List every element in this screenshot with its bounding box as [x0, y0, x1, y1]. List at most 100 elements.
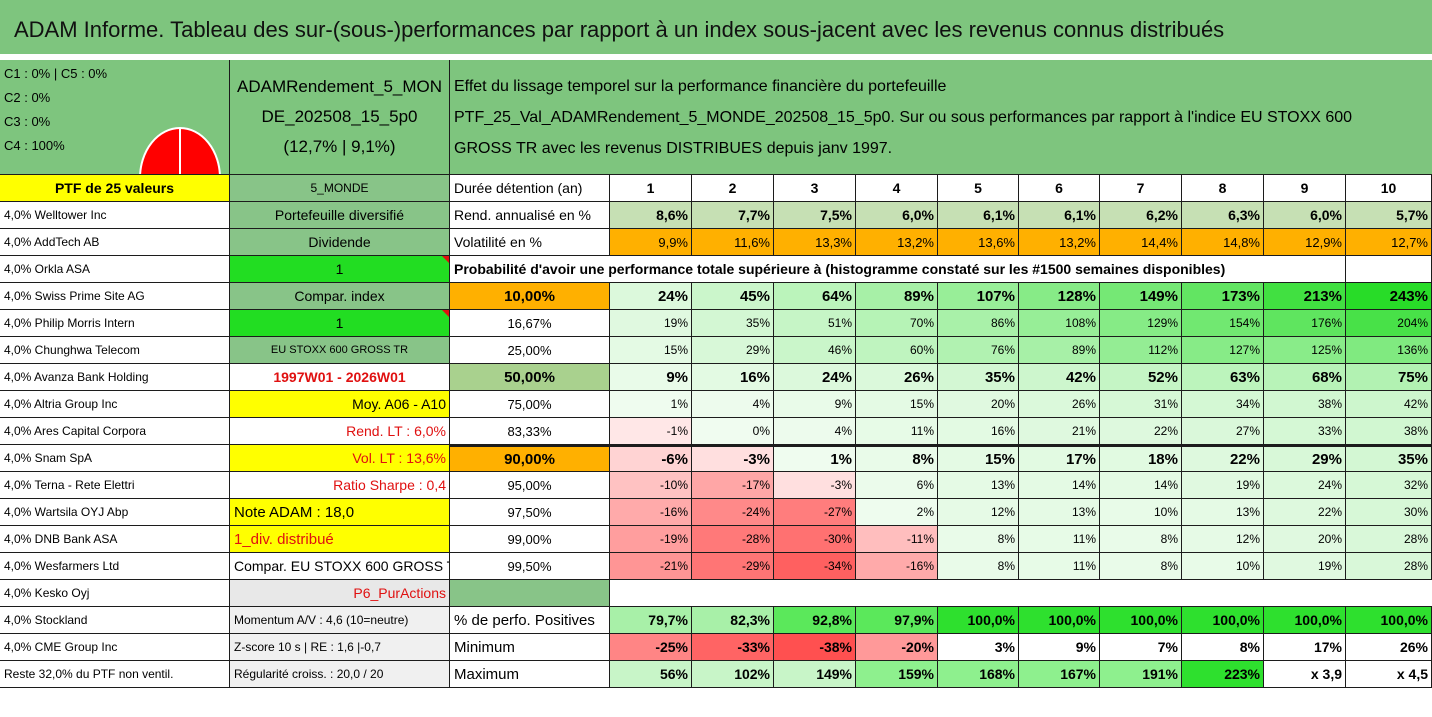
probability-cell: 136%	[1346, 337, 1432, 364]
year-header: 5	[938, 175, 1019, 202]
summary-cell: 100,0%	[1264, 607, 1346, 634]
compar-index-toggle[interactable]: 1	[230, 310, 450, 337]
ptf-count-label: PTF de 25 valeurs	[0, 175, 230, 202]
probability-cell: 1%	[774, 445, 856, 472]
probability-cell: 28%	[1346, 553, 1432, 580]
probability-cell: 26%	[1019, 391, 1100, 418]
probability-cell: 19%	[1182, 472, 1264, 499]
probability-cell: 213%	[1264, 283, 1346, 310]
summary-cell: -25%	[610, 634, 692, 661]
annual-return-label: Rend. annualisé en %	[450, 202, 610, 229]
volatility-value: 9,9%	[610, 229, 692, 256]
probability-level: 75,00%	[450, 391, 610, 418]
probability-cell: -17%	[692, 472, 774, 499]
probability-cell: -19%	[610, 526, 692, 553]
probability-cell: 26%	[856, 364, 938, 391]
period-label: 1997W01 - 2026W01	[230, 364, 450, 391]
probability-cell: -21%	[610, 553, 692, 580]
compar-index-label: Compar. index	[230, 283, 450, 310]
year-header: 2	[692, 175, 774, 202]
probability-level: 99,00%	[450, 526, 610, 553]
probability-cell: 0%	[692, 418, 774, 445]
dividend-toggle[interactable]: 1	[230, 256, 450, 283]
probability-cell: 129%	[1100, 310, 1182, 337]
description-box: Effet du lissage temporel sur la perform…	[450, 60, 1432, 175]
probability-cell: 86%	[938, 310, 1019, 337]
probability-cell: 6%	[856, 472, 938, 499]
probability-cell: 112%	[1100, 337, 1182, 364]
probability-cell: 9%	[774, 391, 856, 418]
summary-cell: 7%	[1100, 634, 1182, 661]
holding-duration-label: Durée détention (an)	[450, 175, 610, 202]
summary-cell: -33%	[692, 634, 774, 661]
volatility-value: 13,3%	[774, 229, 856, 256]
probability-cell: -11%	[856, 526, 938, 553]
volatility-value: 12,9%	[1264, 229, 1346, 256]
probability-cell: 46%	[774, 337, 856, 364]
probability-cell: -3%	[692, 445, 774, 472]
summary-cell: -20%	[856, 634, 938, 661]
note-adam-label: Note ADAM : 18,0	[230, 499, 450, 526]
probability-level: 50,00%	[450, 364, 610, 391]
probability-cell: 19%	[610, 310, 692, 337]
holding-row: 4,0% Wartsila OYJ Abp	[0, 499, 230, 526]
summary-cell: 102%	[692, 661, 774, 688]
probability-cell: 31%	[1100, 391, 1182, 418]
year-header: 6	[1019, 175, 1100, 202]
probability-cell: -28%	[692, 526, 774, 553]
summary-cell: 100,0%	[1346, 607, 1432, 634]
summary-cell: 9%	[1019, 634, 1100, 661]
volatility-value: 14,8%	[1182, 229, 1264, 256]
probability-cell: 35%	[938, 364, 1019, 391]
probability-cell: 60%	[856, 337, 938, 364]
probability-cell: 4%	[692, 391, 774, 418]
portfolio-title-line: ADAMRendement_5_MON	[236, 77, 443, 96]
probability-level: 25,00%	[450, 337, 610, 364]
probability-cell: -27%	[774, 499, 856, 526]
holding-row: 4,0% Orkla ASA	[0, 256, 230, 283]
summary-cell: 82,3%	[692, 607, 774, 634]
portfolio-name-box: ADAMRendement_5_MON DE_202508_15_5p0 (12,7…	[230, 60, 450, 175]
holding-row: Reste 32,0% du PTF non ventil.	[0, 661, 230, 688]
momentum-label: Momentum A/V : 4,6 (10=neutre)	[230, 607, 450, 634]
probability-cell: 10%	[1182, 553, 1264, 580]
probability-cell: 127%	[1182, 337, 1264, 364]
annual-return-value: 5,7%	[1346, 202, 1432, 229]
summary-cell: 79,7%	[610, 607, 692, 634]
regularite-label: Régularité croiss. : 20,0 / 20	[230, 661, 450, 688]
probability-cell: 12%	[938, 499, 1019, 526]
holding-row: 4,0% CME Group Inc	[0, 634, 230, 661]
summary-cell: 191%	[1100, 661, 1182, 688]
probability-cell: 35%	[692, 310, 774, 337]
pie-legend-item: C3 : 0%	[4, 114, 51, 129]
holding-row: 4,0% AddTech AB	[0, 229, 230, 256]
annual-return-value: 7,5%	[774, 202, 856, 229]
probability-cell: 28%	[1346, 526, 1432, 553]
probability-level: 95,00%	[450, 472, 610, 499]
volatility-value: 14,4%	[1100, 229, 1182, 256]
probability-level: 99,50%	[450, 553, 610, 580]
description-line: GROSS TR avec les revenus DISTRIBUES dep…	[454, 139, 893, 157]
blank-band	[610, 580, 1432, 607]
vol-lt-label: Vol. LT : 13,6%	[230, 445, 450, 472]
probability-cell: 76%	[938, 337, 1019, 364]
pie-legend-item: C4 : 100%	[4, 138, 65, 153]
probability-cell: 125%	[1264, 337, 1346, 364]
probability-cell: 32%	[1346, 472, 1432, 499]
holding-row: 4,0% Wesfarmers Ltd	[0, 553, 230, 580]
holding-row: 4,0% Kesko Oyj	[0, 580, 230, 607]
probability-cell: -16%	[856, 553, 938, 580]
probability-cell: -34%	[774, 553, 856, 580]
holding-row: 4,0% Welltower Inc	[0, 202, 230, 229]
probability-cell: 8%	[1100, 526, 1182, 553]
probability-cell: 11%	[1019, 553, 1100, 580]
annual-return-value: 7,7%	[692, 202, 774, 229]
probability-cell: 149%	[1100, 283, 1182, 310]
rend-lt-label: Rend. LT : 6,0%	[230, 418, 450, 445]
probability-cell: 11%	[856, 418, 938, 445]
dividend-label: Dividende	[230, 229, 450, 256]
annual-return-value: 6,1%	[938, 202, 1019, 229]
probability-cell: 22%	[1264, 499, 1346, 526]
summary-cell: -38%	[774, 634, 856, 661]
probability-cell: 15%	[610, 337, 692, 364]
